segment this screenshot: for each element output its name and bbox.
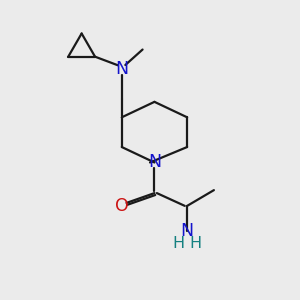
Text: H: H [189,236,202,250]
Text: O: O [115,197,129,215]
Text: N: N [148,154,161,172]
Text: N: N [115,60,128,78]
Text: H: H [173,236,185,250]
Text: N: N [181,222,194,240]
